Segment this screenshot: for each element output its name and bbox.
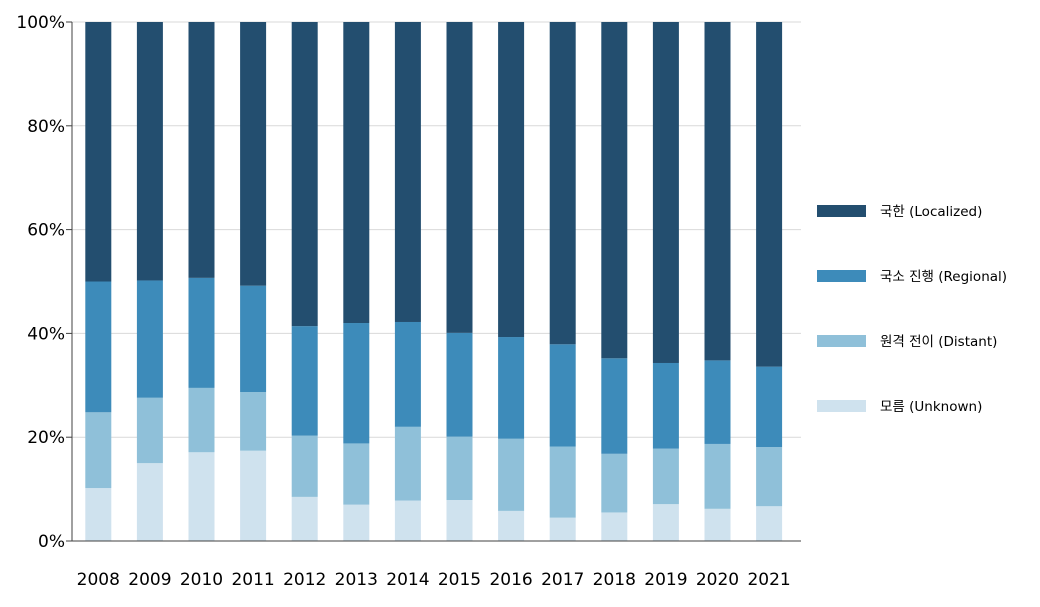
bar-segment [756, 447, 783, 507]
x-tick-label: 2010 [180, 570, 223, 590]
bar-segment [704, 360, 731, 444]
legend-swatch [817, 270, 866, 282]
bar-segment [85, 412, 112, 489]
bar-segment [394, 321, 421, 427]
bar-segment [136, 22, 163, 281]
x-tick-label: 2012 [283, 570, 326, 590]
bar-segment [85, 22, 112, 282]
legend-label: 국한 (Localized) [880, 204, 982, 220]
bar-segment [240, 285, 267, 393]
bar-segment [188, 452, 215, 541]
y-tick-label: 0% [38, 532, 65, 552]
bar-segment [549, 446, 576, 518]
bar-segment [601, 512, 628, 541]
bar-segment [394, 22, 421, 322]
bar-segment [756, 22, 783, 367]
bar-segment [549, 22, 576, 345]
bar-segment [446, 436, 473, 500]
bar-segment [652, 448, 679, 505]
x-tick-label: 2018 [593, 570, 636, 590]
gridlines [72, 21, 801, 438]
bar-segment [188, 22, 215, 278]
bar-segment [240, 450, 267, 541]
bar-segment [704, 443, 731, 509]
legend-label: 국소 진행 (Regional) [880, 269, 1007, 285]
x-tick-label: 2017 [541, 570, 584, 590]
bar-segment [188, 277, 215, 388]
bar-segment [601, 22, 628, 359]
y-tick-label: 40% [27, 324, 65, 344]
bar-segment [498, 510, 525, 541]
x-tick-label: 2021 [747, 570, 790, 590]
x-tick-label: 2016 [489, 570, 532, 590]
bar-segment [240, 392, 267, 451]
axes: 0% 20% 40% 60% 80% 100% 2008 2009 2010 2011 2012 20… [16, 13, 801, 590]
bars [85, 22, 783, 541]
bar-segment [291, 326, 318, 436]
bar-segment [498, 337, 525, 439]
x-tick-label: 2008 [77, 570, 120, 590]
x-tick-label: 2020 [696, 570, 739, 590]
bar-segment [704, 22, 731, 361]
bar-segment [601, 453, 628, 513]
bar-segment [85, 488, 112, 541]
bar-segment [601, 358, 628, 454]
bar-segment [756, 506, 783, 541]
bar-segment [446, 499, 473, 541]
legend-swatch [817, 400, 866, 412]
bar-segment [188, 387, 215, 453]
bar-segment [394, 500, 421, 541]
bar-segment [498, 438, 525, 511]
bar-segment [652, 362, 679, 449]
x-tick-label: 2009 [128, 570, 171, 590]
x-tick-label: 2015 [438, 570, 481, 590]
bar-segment [136, 280, 163, 398]
bar-segment [343, 22, 370, 324]
bar-segment [343, 443, 370, 505]
bar-segment [549, 344, 576, 447]
x-tick-label: 2014 [386, 570, 429, 590]
bar-segment [446, 332, 473, 437]
bar-segment [549, 517, 576, 541]
bar-segment [85, 281, 112, 413]
bar-segment [291, 435, 318, 497]
y-tick-label: 80% [27, 117, 65, 137]
bar-segment [343, 504, 370, 541]
legend-label: 원격 전이 (Distant) [880, 334, 997, 350]
legend-swatch [817, 205, 866, 217]
bar-segment [446, 22, 473, 333]
bar-segment [704, 508, 731, 541]
x-tick-label: 2013 [335, 570, 378, 590]
legend: 국한 (Localized) 국소 진행 (Regional) 원격 전이 (Dis… [817, 204, 1007, 415]
bar-segment [136, 463, 163, 541]
x-tick-label: 2019 [644, 570, 687, 590]
bar-segment [394, 426, 421, 501]
y-tick-label: 20% [27, 428, 65, 448]
bar-segment [343, 323, 370, 444]
bar-segment [652, 504, 679, 541]
bar-segment [498, 22, 525, 338]
bar-segment [240, 22, 267, 286]
bar-segment [291, 22, 318, 327]
y-tick-label: 100% [16, 13, 65, 33]
bar-segment [291, 496, 318, 541]
y-tick-label: 60% [27, 221, 65, 241]
legend-label: 모름 (Unknown) [880, 399, 982, 415]
x-tick-label: 2011 [231, 570, 274, 590]
legend-swatch [817, 335, 866, 347]
bar-segment [136, 397, 163, 464]
bar-segment [652, 22, 679, 363]
bar-segment [756, 366, 783, 448]
